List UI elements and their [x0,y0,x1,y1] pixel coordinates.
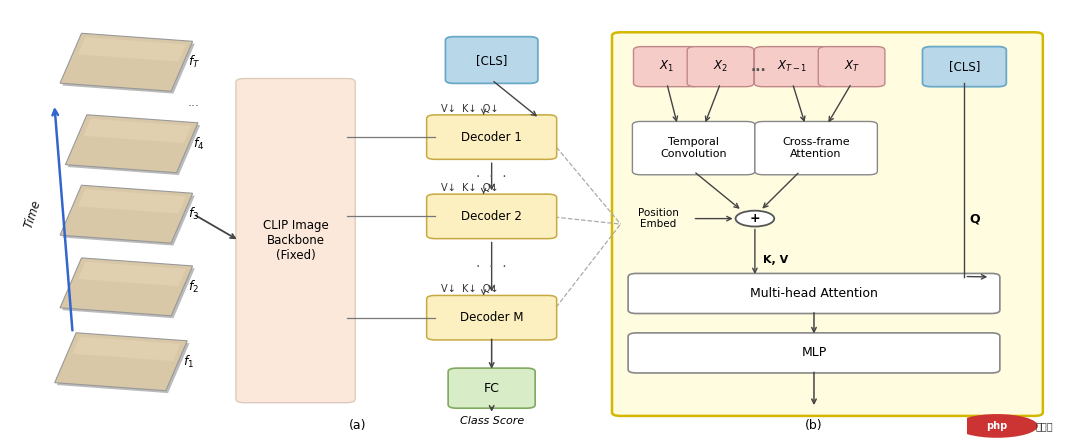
Text: $X_1$: $X_1$ [659,59,674,74]
FancyBboxPatch shape [427,295,556,340]
Text: Cross-frame
Attention: Cross-frame Attention [782,137,850,159]
Polygon shape [78,262,186,286]
Text: ·  ·  ·: · · · [476,170,507,184]
Polygon shape [78,189,186,214]
FancyBboxPatch shape [629,273,1000,314]
Text: $X_{T-1}$: $X_{T-1}$ [778,59,808,74]
Text: Decoder 1: Decoder 1 [461,131,522,144]
Text: Decoder M: Decoder M [460,311,524,324]
Polygon shape [60,185,192,243]
Polygon shape [57,335,189,393]
Text: [CLS]: [CLS] [948,60,980,73]
Polygon shape [63,188,194,246]
FancyBboxPatch shape [448,368,536,408]
Text: Q: Q [970,212,981,225]
Text: V↓  K↓  Q↓: V↓ K↓ Q↓ [441,183,498,193]
Text: $X_T$: $X_T$ [843,59,860,74]
Text: CLIP Image
Backbone
(Fixed): CLIP Image Backbone (Fixed) [262,219,328,262]
Text: $f_1$: $f_1$ [183,354,194,370]
Text: ·  ·  ·: · · · [476,260,507,274]
Circle shape [735,211,774,227]
Text: ...: ... [188,96,200,109]
Text: FC: FC [484,382,500,395]
Text: Class Score: Class Score [459,416,524,425]
Polygon shape [60,33,192,91]
FancyBboxPatch shape [235,78,355,403]
Text: Multi-head Attention: Multi-head Attention [750,287,878,300]
FancyBboxPatch shape [819,46,885,87]
Polygon shape [66,115,198,173]
FancyBboxPatch shape [687,46,754,87]
Text: MLP: MLP [801,347,826,359]
Text: $f_3$: $f_3$ [188,206,200,222]
Text: [CLS]: [CLS] [476,54,508,66]
Polygon shape [55,333,187,391]
Polygon shape [63,260,194,318]
Text: Decoder 2: Decoder 2 [461,210,522,223]
Text: K, V: K, V [764,256,788,265]
Text: (a): (a) [349,419,366,432]
FancyBboxPatch shape [612,32,1043,416]
Text: $X_2$: $X_2$ [713,59,728,74]
Text: Time: Time [23,198,43,230]
Polygon shape [72,337,180,361]
FancyBboxPatch shape [629,333,1000,373]
FancyBboxPatch shape [427,115,556,159]
Text: Position
Embed: Position Embed [638,208,678,229]
Text: Temporal
Convolution: Temporal Convolution [660,137,727,159]
Text: V↓  K↓  Q↓: V↓ K↓ Q↓ [441,104,498,114]
FancyBboxPatch shape [755,121,877,175]
Text: ...: ... [751,60,766,74]
Polygon shape [60,258,192,316]
FancyBboxPatch shape [445,37,538,83]
Text: 中文网: 中文网 [1036,421,1053,431]
FancyBboxPatch shape [427,194,556,239]
Text: $f_T$: $f_T$ [188,54,201,70]
Circle shape [956,414,1038,438]
Text: php: php [986,421,1008,431]
Polygon shape [78,37,186,62]
Text: $f_2$: $f_2$ [188,279,199,295]
Text: V↓  K↓  Q↓: V↓ K↓ Q↓ [441,284,498,294]
FancyBboxPatch shape [754,46,831,87]
Text: $f_4$: $f_4$ [193,136,205,152]
FancyBboxPatch shape [634,46,700,87]
Polygon shape [63,36,194,94]
Text: +: + [750,212,760,225]
Polygon shape [68,117,200,175]
FancyBboxPatch shape [633,121,755,175]
Text: (b): (b) [806,419,823,432]
Polygon shape [83,119,191,143]
FancyBboxPatch shape [922,46,1007,87]
